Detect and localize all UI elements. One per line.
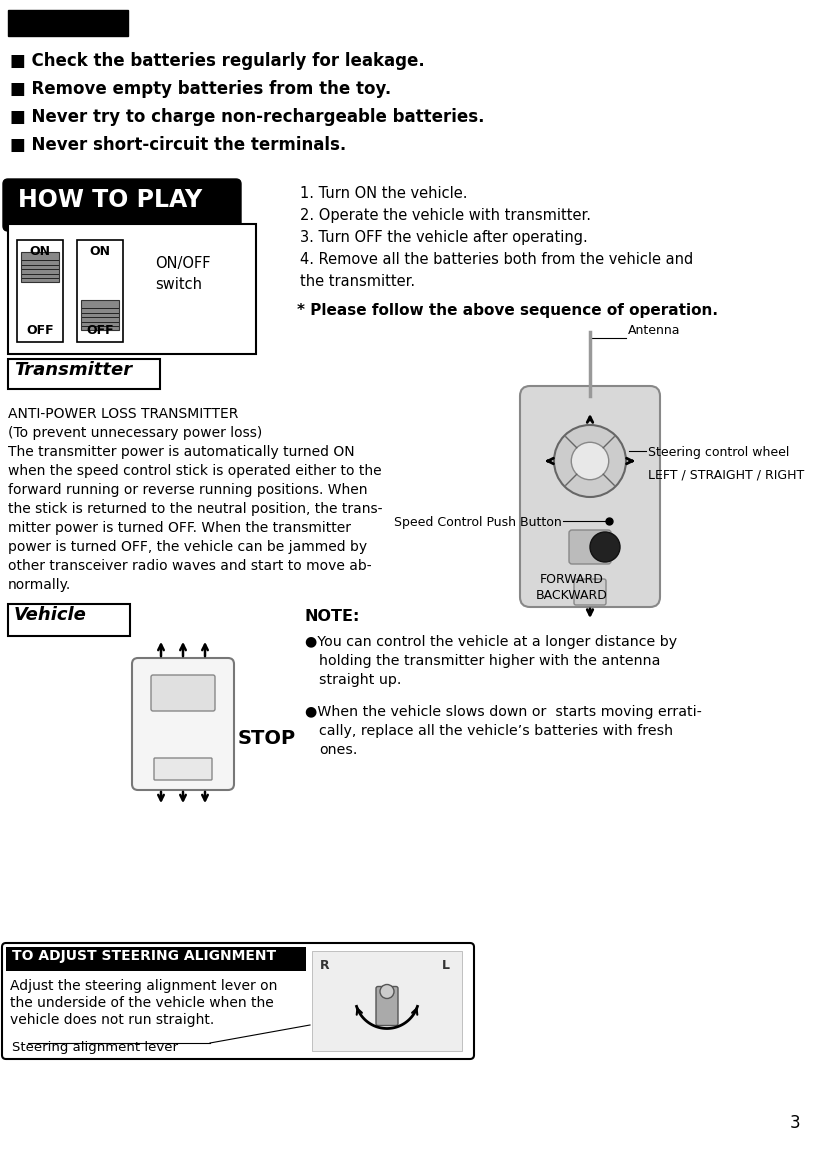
- Bar: [8, 604, 130, 636]
- Text: ON/OFF
switch: ON/OFF switch: [155, 256, 210, 291]
- Bar: [8, 223, 256, 354]
- FancyBboxPatch shape: [376, 986, 398, 1025]
- Text: cally, replace all the vehicle’s batteries with fresh: cally, replace all the vehicle’s batteri…: [319, 723, 673, 738]
- Bar: [8, 359, 160, 389]
- Bar: [312, 952, 462, 1051]
- FancyBboxPatch shape: [574, 579, 606, 605]
- Text: R: R: [320, 958, 329, 972]
- Text: HOW TO PLAY: HOW TO PLAY: [18, 188, 202, 212]
- Bar: [77, 240, 123, 342]
- Text: ●You can control the vehicle at a longer distance by: ●You can control the vehicle at a longer…: [305, 635, 677, 649]
- Text: ones.: ones.: [319, 743, 357, 757]
- Circle shape: [590, 532, 620, 562]
- Text: 1. Turn ON the vehicle.: 1. Turn ON the vehicle.: [300, 185, 468, 200]
- Text: NOTE:: NOTE:: [305, 609, 360, 624]
- Text: power is turned OFF, the vehicle can be jammed by: power is turned OFF, the vehicle can be …: [8, 540, 367, 554]
- Text: CAUTION:: CAUTION:: [12, 12, 109, 30]
- Text: Adjust the steering alignment lever on: Adjust the steering alignment lever on: [10, 979, 277, 993]
- Text: L: L: [442, 958, 450, 972]
- Text: STOP: STOP: [238, 729, 296, 749]
- FancyBboxPatch shape: [520, 386, 660, 607]
- Text: (To prevent unnecessary power loss): (To prevent unnecessary power loss): [8, 426, 262, 440]
- Text: vehicle does not run straight.: vehicle does not run straight.: [10, 1013, 214, 1026]
- Text: TO ADJUST STEERING ALIGNMENT: TO ADJUST STEERING ALIGNMENT: [12, 949, 276, 963]
- Text: 4. Remove all the batteries both from the vehicle and: 4. Remove all the batteries both from th…: [300, 252, 694, 267]
- Text: normally.: normally.: [8, 578, 71, 592]
- FancyBboxPatch shape: [8, 10, 128, 36]
- FancyBboxPatch shape: [3, 179, 241, 232]
- Text: Antenna: Antenna: [628, 325, 681, 338]
- Text: ■ Check the batteries regularly for leakage.: ■ Check the batteries regularly for leak…: [10, 52, 425, 70]
- Text: forward running or reverse running positions. When: forward running or reverse running posit…: [8, 483, 368, 497]
- Text: ■ Never try to charge non-rechargeable batteries.: ■ Never try to charge non-rechargeable b…: [10, 108, 484, 126]
- FancyBboxPatch shape: [132, 658, 234, 790]
- FancyBboxPatch shape: [151, 675, 215, 711]
- Text: when the speed control stick is operated either to the: when the speed control stick is operated…: [8, 464, 381, 478]
- Text: Steering control wheel: Steering control wheel: [648, 446, 790, 458]
- Text: LEFT / STRAIGHT / RIGHT: LEFT / STRAIGHT / RIGHT: [648, 469, 804, 482]
- Text: ON: ON: [90, 245, 111, 258]
- Text: 3. Turn OFF the vehicle after operating.: 3. Turn OFF the vehicle after operating.: [300, 230, 588, 245]
- Text: straight up.: straight up.: [319, 673, 401, 687]
- FancyBboxPatch shape: [154, 758, 212, 780]
- Text: 3: 3: [790, 1114, 800, 1132]
- Circle shape: [554, 425, 626, 497]
- FancyBboxPatch shape: [569, 530, 611, 564]
- Text: ■ Remove empty batteries from the toy.: ■ Remove empty batteries from the toy.: [10, 79, 391, 98]
- Text: the stick is returned to the neutral position, the trans-: the stick is returned to the neutral pos…: [8, 502, 382, 516]
- Text: 2. Operate the vehicle with transmitter.: 2. Operate the vehicle with transmitter.: [300, 209, 591, 223]
- Circle shape: [571, 442, 609, 479]
- Text: OFF: OFF: [26, 324, 54, 338]
- Text: Steering alignment lever: Steering alignment lever: [12, 1041, 178, 1054]
- Text: ■ Never short-circuit the terminals.: ■ Never short-circuit the terminals.: [10, 136, 346, 154]
- Text: ANTI-POWER LOSS TRANSMITTER: ANTI-POWER LOSS TRANSMITTER: [8, 407, 238, 420]
- Bar: [21, 252, 59, 282]
- Bar: [17, 240, 63, 342]
- Text: Vehicle: Vehicle: [14, 606, 87, 624]
- Bar: [6, 947, 306, 971]
- Text: OFF: OFF: [86, 324, 114, 338]
- FancyBboxPatch shape: [2, 943, 474, 1059]
- Text: holding the transmitter higher with the antenna: holding the transmitter higher with the …: [319, 654, 660, 668]
- Text: Speed Control Push Button: Speed Control Push Button: [394, 516, 562, 529]
- Text: Transmitter: Transmitter: [14, 361, 132, 379]
- Bar: [81, 300, 119, 329]
- Text: other transceiver radio waves and start to move ab-: other transceiver radio waves and start …: [8, 559, 372, 573]
- Text: mitter power is turned OFF. When the transmitter: mitter power is turned OFF. When the tra…: [8, 521, 351, 535]
- Circle shape: [380, 985, 394, 999]
- Text: BACKWARD: BACKWARD: [536, 589, 608, 602]
- Text: The transmitter power is automatically turned ON: The transmitter power is automatically t…: [8, 445, 355, 458]
- Text: ●When the vehicle slows down or  starts moving errati-: ●When the vehicle slows down or starts m…: [305, 705, 702, 719]
- Text: the underside of the vehicle when the: the underside of the vehicle when the: [10, 996, 274, 1010]
- Text: the transmitter.: the transmitter.: [300, 274, 415, 289]
- Text: ON: ON: [29, 245, 51, 258]
- Text: * Please follow the above sequence of operation.: * Please follow the above sequence of op…: [297, 303, 718, 318]
- Text: FORWARD: FORWARD: [540, 573, 604, 586]
